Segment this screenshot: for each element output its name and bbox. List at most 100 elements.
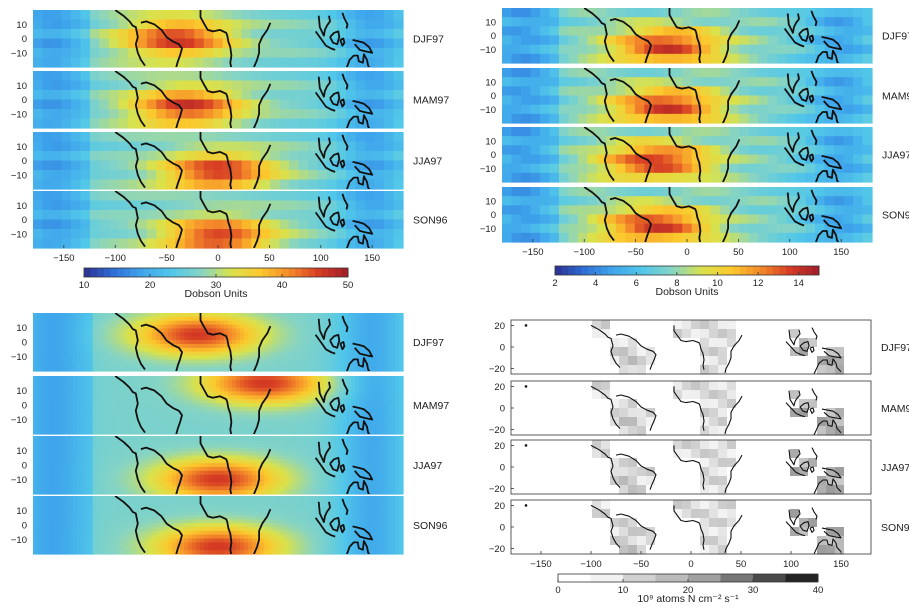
heat-cell — [252, 332, 257, 336]
heat-cell — [395, 325, 400, 329]
heat-cell — [80, 220, 90, 230]
heat-cell — [356, 132, 366, 142]
heat-cell — [270, 132, 280, 142]
heat-cell — [61, 325, 66, 329]
heat-cell — [77, 317, 82, 321]
heat-cell — [113, 352, 118, 356]
heat-cell — [644, 196, 654, 206]
heat-cell — [144, 317, 149, 321]
heat-cell — [194, 109, 204, 119]
season-label: SON96 — [882, 210, 909, 222]
heat-cell — [375, 403, 380, 407]
heat-cell — [140, 348, 145, 352]
heat-cell — [132, 321, 137, 325]
heat-cell — [132, 419, 137, 423]
heat-cell — [109, 109, 119, 119]
heat-cell — [663, 215, 673, 225]
colorbar-swatch — [176, 268, 183, 277]
heat-cell — [568, 45, 578, 55]
heat-cell — [559, 8, 569, 18]
heat-cell — [184, 359, 189, 363]
heat-cell — [270, 71, 280, 81]
heat-cell — [188, 403, 193, 407]
heat-cell — [260, 325, 265, 329]
heat-cell — [272, 356, 277, 360]
heat-cell — [164, 359, 169, 363]
colorbar-swatch — [628, 266, 635, 275]
heat-cell — [292, 395, 297, 399]
heat-cell — [673, 187, 683, 197]
heat-cell — [61, 328, 66, 332]
heat-cell — [172, 328, 177, 332]
heat-cell — [384, 191, 394, 201]
heat-cell — [758, 54, 768, 64]
heat-cell — [196, 356, 201, 360]
heat-cell — [521, 187, 531, 197]
heat-cell — [69, 321, 74, 325]
heat-cell — [511, 145, 521, 155]
heat-cell — [176, 317, 181, 321]
heat-cell — [81, 363, 86, 367]
heat-cell — [204, 407, 209, 411]
heat-cell — [33, 363, 38, 367]
heat-cell — [375, 411, 380, 415]
heat-cell — [240, 313, 245, 317]
heat-cell — [739, 26, 749, 36]
heat-cell — [268, 430, 273, 434]
heat-cell — [292, 344, 297, 348]
heat-cell — [568, 196, 578, 206]
heat-cell — [720, 26, 730, 36]
heat-cell — [815, 164, 825, 174]
heat-cell — [71, 142, 81, 152]
heat-cell — [787, 54, 797, 64]
heat-cell — [118, 100, 128, 110]
heat-cell — [33, 340, 38, 344]
heat-cell — [232, 20, 242, 30]
heat-cell — [296, 376, 301, 380]
heat-cell — [73, 399, 78, 403]
colorbar-swatch — [315, 268, 322, 277]
heat-cell — [384, 90, 394, 100]
heat-cell — [383, 407, 388, 411]
heat-cell — [81, 336, 86, 340]
heat-cell — [387, 328, 392, 332]
heat-cell — [356, 20, 366, 30]
heat-cell — [251, 81, 261, 91]
heat-cell — [365, 10, 375, 20]
heat-cell — [45, 317, 50, 321]
heat-cell — [304, 336, 309, 340]
heat-cell — [204, 356, 209, 360]
heat-cell — [57, 403, 62, 407]
heat-cell — [144, 422, 149, 426]
heat-cell — [375, 210, 385, 220]
heat-cell — [148, 403, 153, 407]
heat-cell — [384, 119, 394, 129]
heat-cell — [379, 388, 384, 392]
heat-cell — [33, 367, 38, 371]
heat-cell — [61, 20, 71, 30]
heat-cell — [308, 395, 313, 399]
heat-cell — [144, 407, 149, 411]
heat-cell — [188, 430, 193, 434]
heat-cell — [236, 384, 241, 388]
colorbar-swatch — [700, 266, 707, 275]
heat-cell — [109, 210, 119, 220]
heat-cell — [379, 391, 384, 395]
heat-cell — [148, 367, 153, 371]
heat-cell — [502, 86, 512, 96]
heat-cell — [284, 356, 289, 360]
heat-cell — [394, 81, 404, 91]
heat-cell — [682, 127, 692, 137]
heat-cell — [180, 313, 185, 317]
heat-cell — [280, 352, 285, 356]
heat-cell — [148, 340, 153, 344]
heat-cell — [196, 415, 201, 419]
heat-cell — [188, 328, 193, 332]
heat-cell — [61, 336, 66, 340]
heat-cell — [109, 426, 114, 430]
heat-cell — [117, 415, 122, 419]
heat-cell — [45, 325, 50, 329]
heat-cell — [337, 109, 347, 119]
heat-cell — [399, 388, 404, 392]
heat-cell — [540, 145, 550, 155]
